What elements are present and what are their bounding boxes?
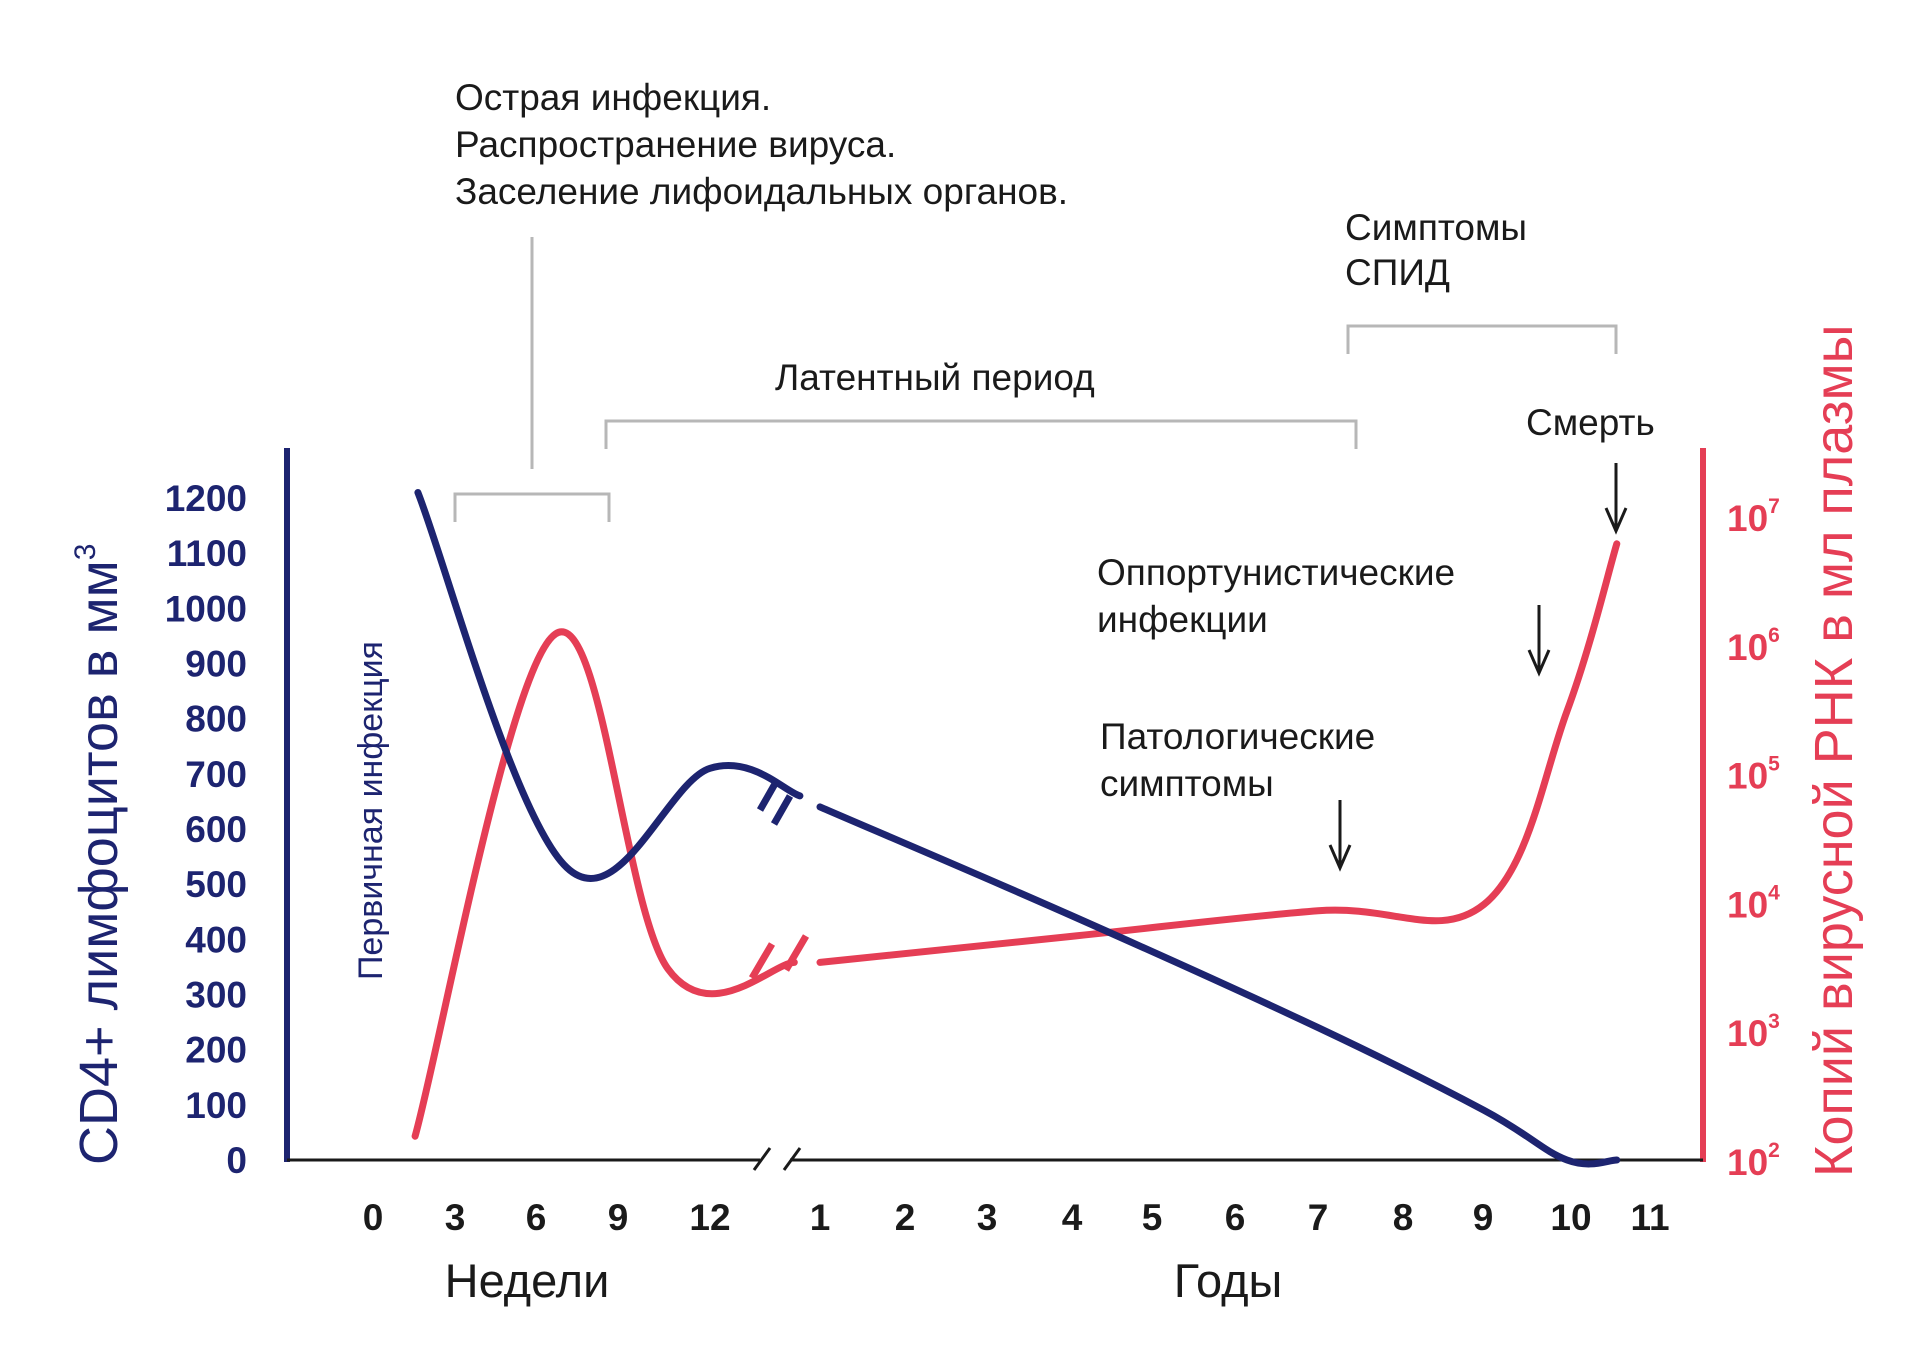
x-tick-year-9: 9 [1473, 1197, 1494, 1238]
acute-bracket [453, 492, 611, 522]
series-layer [411, 489, 1621, 1168]
x-tick-year-8: 8 [1393, 1197, 1414, 1238]
latent-bracket [604, 419, 1358, 449]
opportunistic-label-line-1: Оппортунистические [1097, 552, 1455, 593]
x-tick-year-5: 5 [1142, 1197, 1163, 1238]
acute-label-line-2: Распространение вируса. [455, 124, 896, 165]
acute-label-line-1: Острая инфекция. [455, 77, 771, 118]
left-tick-300: 300 [185, 975, 247, 1016]
left-axis-title: CD4+ лимфоцитов в мм3 [69, 544, 129, 1165]
right-tick-1e5: 105 [1727, 753, 1780, 797]
series-viral_rna-segment-1 [816, 540, 1621, 966]
x-tick-year-3: 3 [977, 1197, 998, 1238]
aids-bracket [1346, 324, 1618, 354]
weeks-label: Недели [445, 1254, 610, 1307]
acute-label-line-3: Заселение лифоидальных органов. [455, 171, 1068, 212]
left-tick-500: 500 [185, 864, 247, 905]
left-tick-600: 600 [185, 809, 247, 850]
cd4-break-mark-2 [770, 794, 794, 826]
pathologic-label-line-2: симптомы [1100, 763, 1274, 804]
x-tick-year-11: 11 [1630, 1197, 1669, 1238]
x-tick-week-3: 3 [445, 1197, 466, 1238]
x-tick-year-4: 4 [1062, 1197, 1083, 1238]
years-label: Годы [1174, 1254, 1283, 1307]
left-tick-900: 900 [185, 644, 247, 685]
x-tick-week-6: 6 [526, 1197, 547, 1238]
left-tick-200: 200 [185, 1030, 247, 1071]
aids-label-line-1: Симптомы [1345, 207, 1527, 248]
right-tick-1e2: 102 [1727, 1139, 1780, 1183]
right-tick-1e6: 106 [1727, 624, 1780, 668]
primary-infection-label: Первичная инфекция [352, 641, 390, 980]
left-tick-800: 800 [185, 699, 247, 740]
left-tick-1000: 1000 [165, 588, 247, 629]
x-axis-break-mark-2 [782, 1147, 802, 1171]
x-tick-year-7: 7 [1308, 1197, 1329, 1238]
series-cd4-segment-0 [414, 489, 804, 882]
opportunistic-label-line-2: инфекции [1097, 599, 1268, 640]
x-tick-year-2: 2 [895, 1197, 916, 1238]
x-tick-week-9: 9 [608, 1197, 629, 1238]
x-tick-year-6: 6 [1225, 1197, 1246, 1238]
left-tick-400: 400 [185, 919, 247, 960]
left-tick-1200: 1200 [165, 478, 247, 519]
x-tick-week-0: 0 [363, 1197, 384, 1238]
series-viral_rna-segment-0 [411, 628, 798, 1140]
rna-break-mark-1 [748, 942, 776, 980]
right-tick-labels: 102 103 104 105 106 107 [1727, 495, 1780, 1183]
death-label: Смерть [1526, 402, 1655, 443]
opportunistic-arrow [1527, 605, 1551, 677]
x-tick-year-10: 10 [1550, 1197, 1591, 1238]
right-tick-1e3: 103 [1727, 1010, 1780, 1054]
x-axis-break-mark-1 [752, 1147, 772, 1171]
rna-break-mark-2 [782, 934, 810, 972]
right-tick-1e7: 107 [1727, 495, 1780, 539]
left-tick-100: 100 [185, 1085, 247, 1126]
cd4-break-mark-1 [756, 780, 780, 812]
x-tick-year-1: 1 [810, 1197, 831, 1238]
series-cd4-segment-1 [816, 803, 1621, 1168]
pathologic-label-line-1: Патологические [1100, 716, 1375, 757]
left-tick-1100: 1100 [167, 533, 247, 574]
x-tick-labels: 0 3 6 9 12 1 2 3 4 5 6 7 8 9 10 11 [363, 1197, 1670, 1238]
left-tick-labels: 0 100 200 300 400 500 600 700 800 900 1000 1100 1200 [165, 478, 247, 1181]
death-arrow [1604, 463, 1628, 535]
left-tick-700: 700 [185, 754, 247, 795]
right-tick-1e4: 104 [1727, 881, 1780, 925]
pathologic-arrow [1328, 800, 1352, 872]
right-axis-title: Копий вирусной РНК в мл плазмы [1804, 325, 1864, 1177]
latent-label: Латентный период [775, 357, 1095, 398]
left-tick-0: 0 [226, 1140, 247, 1181]
x-tick-week-12: 12 [689, 1197, 730, 1238]
aids-label-line-2: СПИД [1345, 252, 1450, 293]
